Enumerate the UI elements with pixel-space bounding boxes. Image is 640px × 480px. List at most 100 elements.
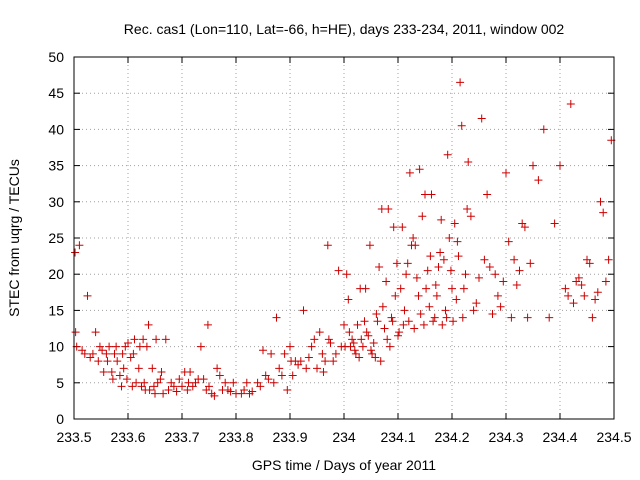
- data-point: [122, 375, 131, 384]
- data-point: [344, 295, 353, 304]
- data-point: [345, 328, 354, 337]
- data-point: [145, 386, 154, 395]
- data-point: [269, 378, 278, 387]
- data-point: [604, 255, 613, 264]
- x-tick-label: 234.4: [542, 429, 577, 445]
- data-point: [95, 342, 104, 351]
- data-point: [502, 168, 510, 177]
- data-point: [599, 208, 608, 217]
- data-point: [302, 364, 311, 373]
- y-axis-label: STEC from uqrg / TECUs: [6, 159, 22, 317]
- data-point: [391, 291, 400, 300]
- data-point: [491, 270, 500, 279]
- data-point: [88, 349, 97, 358]
- data-point: [213, 364, 222, 373]
- data-point: [226, 387, 235, 396]
- data-point: [310, 335, 319, 344]
- data-point: [151, 389, 159, 398]
- data-points: [71, 78, 616, 400]
- data-point: [596, 197, 605, 206]
- data-point: [152, 335, 161, 344]
- data-point: [80, 349, 89, 358]
- y-tick-label: 45: [48, 85, 64, 101]
- data-point: [369, 338, 378, 347]
- x-tick-label: 233.7: [164, 429, 199, 445]
- x-tick-label: 234.3: [488, 429, 523, 445]
- data-point: [387, 313, 396, 322]
- data-point: [329, 357, 338, 366]
- data-point: [564, 291, 573, 300]
- data-point: [398, 223, 407, 232]
- data-point: [372, 310, 381, 319]
- data-point: [110, 349, 119, 358]
- data-point: [415, 165, 424, 174]
- data-point: [267, 349, 276, 358]
- x-tick-label: 233.5: [56, 429, 91, 445]
- data-point: [183, 386, 192, 395]
- data-point: [463, 205, 472, 214]
- data-point: [585, 259, 594, 268]
- data-point: [593, 288, 602, 297]
- data-point: [215, 371, 224, 380]
- data-point: [172, 387, 181, 396]
- data-point: [107, 367, 116, 376]
- data-point: [256, 382, 265, 391]
- data-point: [496, 302, 505, 311]
- y-tick-label: 20: [48, 266, 64, 282]
- data-point: [373, 317, 382, 326]
- data-point: [375, 262, 384, 271]
- data-point: [448, 284, 456, 293]
- y-tick-label: 0: [56, 411, 64, 427]
- data-point: [454, 252, 463, 261]
- data-point: [342, 270, 351, 279]
- y-tick-label: 10: [48, 339, 64, 355]
- data-point: [242, 378, 251, 387]
- data-point: [124, 338, 132, 347]
- y-tick-label: 25: [48, 230, 64, 246]
- data-point: [378, 302, 387, 311]
- data-point: [396, 284, 405, 293]
- data-point: [353, 320, 362, 329]
- data-point: [159, 389, 168, 398]
- data-point: [321, 357, 330, 366]
- data-point: [418, 212, 427, 221]
- data-point: [449, 317, 458, 326]
- data-point: [430, 313, 439, 322]
- data-point: [411, 241, 420, 250]
- data-point: [410, 324, 419, 333]
- data-point: [539, 125, 548, 134]
- data-point: [365, 241, 374, 250]
- data-point: [186, 367, 195, 376]
- data-point: [334, 266, 343, 275]
- data-point: [348, 335, 357, 344]
- data-point: [358, 342, 367, 351]
- data-point: [142, 342, 151, 351]
- data-point: [405, 168, 414, 177]
- data-point: [442, 313, 451, 322]
- data-point: [196, 342, 205, 351]
- data-point: [480, 255, 489, 264]
- data-point: [450, 219, 459, 228]
- data-point: [115, 371, 124, 380]
- data-point: [443, 150, 452, 159]
- data-point: [566, 100, 575, 109]
- y-tick-label: 5: [56, 375, 64, 391]
- data-point: [427, 190, 436, 199]
- data-point: [75, 241, 84, 250]
- data-point: [326, 338, 335, 347]
- data-point: [203, 320, 212, 329]
- data-point: [362, 328, 371, 337]
- data-point: [184, 378, 193, 387]
- data-point: [71, 248, 80, 257]
- data-point: [389, 223, 398, 232]
- data-point: [380, 324, 389, 333]
- data-point: [499, 277, 508, 286]
- data-point: [144, 320, 153, 329]
- data-point: [388, 317, 397, 326]
- data-point: [439, 255, 448, 264]
- data-point: [164, 386, 173, 395]
- data-point: [130, 335, 139, 344]
- x-tick-label: 234: [332, 429, 356, 445]
- data-point: [178, 382, 186, 391]
- data-point: [132, 378, 141, 387]
